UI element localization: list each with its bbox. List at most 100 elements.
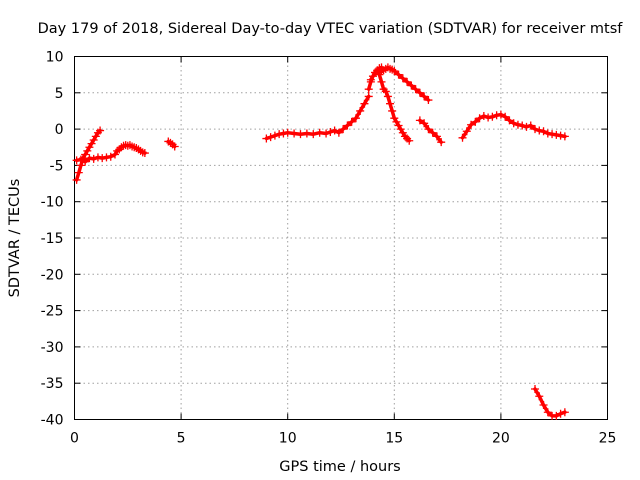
series-segment-3 (164, 137, 179, 151)
y-tick-label: -5 (50, 158, 64, 174)
data-point (420, 119, 429, 128)
data-point (462, 127, 471, 136)
data-point (309, 130, 318, 139)
x-tick-label: 15 (385, 431, 403, 447)
data-point (535, 126, 544, 135)
data-point (283, 128, 292, 137)
data-point (556, 409, 565, 418)
data-point (74, 168, 83, 177)
data-point (81, 157, 90, 166)
data-point (290, 129, 299, 138)
x-tick-label: 0 (70, 431, 79, 447)
y-tick-label: 5 (55, 86, 64, 102)
series-segment-7 (375, 70, 414, 145)
data-point (475, 114, 484, 123)
data-point (302, 129, 311, 138)
data-point (326, 128, 335, 137)
x-tick-label: 5 (177, 431, 186, 447)
series-segment-9 (458, 110, 569, 142)
data-point (484, 113, 493, 122)
data-point (535, 392, 544, 401)
data-point (432, 132, 441, 141)
data-point (479, 112, 488, 121)
series-segment-10 (531, 385, 569, 420)
x-tick-label: 20 (492, 431, 510, 447)
data-point (407, 81, 416, 90)
data-point (394, 70, 403, 79)
series-segment-4 (262, 92, 373, 143)
data-point (339, 125, 348, 134)
data-point (543, 408, 552, 417)
data-point (496, 110, 505, 119)
data-point (390, 67, 399, 76)
data-point (501, 112, 510, 121)
ticks: 0 5 10 15 20 25 10 5 0 -5 -10 -15 -20 -25 -30 -35 -40 (41, 50, 617, 447)
y-tick-label: -40 (41, 413, 64, 429)
data-point (76, 155, 85, 164)
data-point (543, 129, 552, 138)
data-point (381, 87, 390, 96)
y-tick-label: -25 (41, 304, 64, 320)
data-point (522, 122, 531, 131)
data-point (270, 131, 279, 140)
series-segment-6 (366, 63, 386, 84)
data-point (106, 152, 115, 161)
data-point (539, 400, 548, 409)
y-tick-label: -10 (41, 195, 64, 211)
data-point (315, 128, 324, 137)
data-point (351, 114, 360, 123)
data-point (356, 106, 365, 115)
x-tick-label: 10 (279, 431, 297, 447)
data-point (275, 130, 284, 139)
data-point (411, 85, 420, 94)
data-point (548, 130, 557, 139)
data-point (266, 133, 275, 142)
data-point (471, 117, 480, 126)
series-segment-1 (72, 126, 105, 184)
data-point (509, 119, 518, 128)
data-point (377, 77, 386, 86)
y-tick-label: -15 (41, 231, 64, 247)
data-point (428, 128, 437, 137)
data-point (458, 133, 467, 142)
data-point (560, 408, 569, 417)
data-point (552, 411, 561, 420)
y-tick-label: 0 (55, 122, 64, 138)
data-point (388, 106, 397, 115)
chart-title: Day 179 of 2018, Sidereal Day-to-day VTE… (38, 21, 624, 37)
data-point (322, 129, 331, 138)
data-point (89, 154, 98, 163)
y-tick-label: -20 (41, 267, 64, 283)
data-point (364, 85, 373, 94)
data-point (296, 130, 305, 139)
y-tick-label: 10 (46, 50, 64, 66)
data-point (437, 138, 446, 147)
data-point (405, 136, 414, 145)
data-point (343, 121, 352, 130)
data-point (98, 154, 107, 163)
data-point (364, 92, 373, 101)
data-point (531, 125, 540, 134)
data-point (347, 117, 356, 126)
data-point (93, 153, 102, 162)
data-point (123, 141, 132, 150)
data-point (72, 156, 81, 165)
data-point (170, 142, 179, 151)
data-point (377, 63, 386, 72)
data-point (140, 149, 149, 158)
series-line (166, 139, 177, 149)
data-point (492, 111, 501, 120)
data-point (513, 120, 522, 129)
data-point (102, 153, 111, 162)
series-segment-2 (72, 141, 149, 166)
data-point (424, 96, 433, 105)
data-point (488, 112, 497, 121)
data-point (386, 99, 395, 108)
x-axis-label: GPS time / hours (279, 459, 400, 475)
data-point (262, 134, 271, 143)
data-point (531, 385, 540, 394)
data-point (279, 129, 288, 138)
y-tick-label: -30 (41, 340, 64, 356)
data-point (415, 88, 424, 97)
y-axis-label: SDTVAR / TECUs (7, 179, 23, 298)
